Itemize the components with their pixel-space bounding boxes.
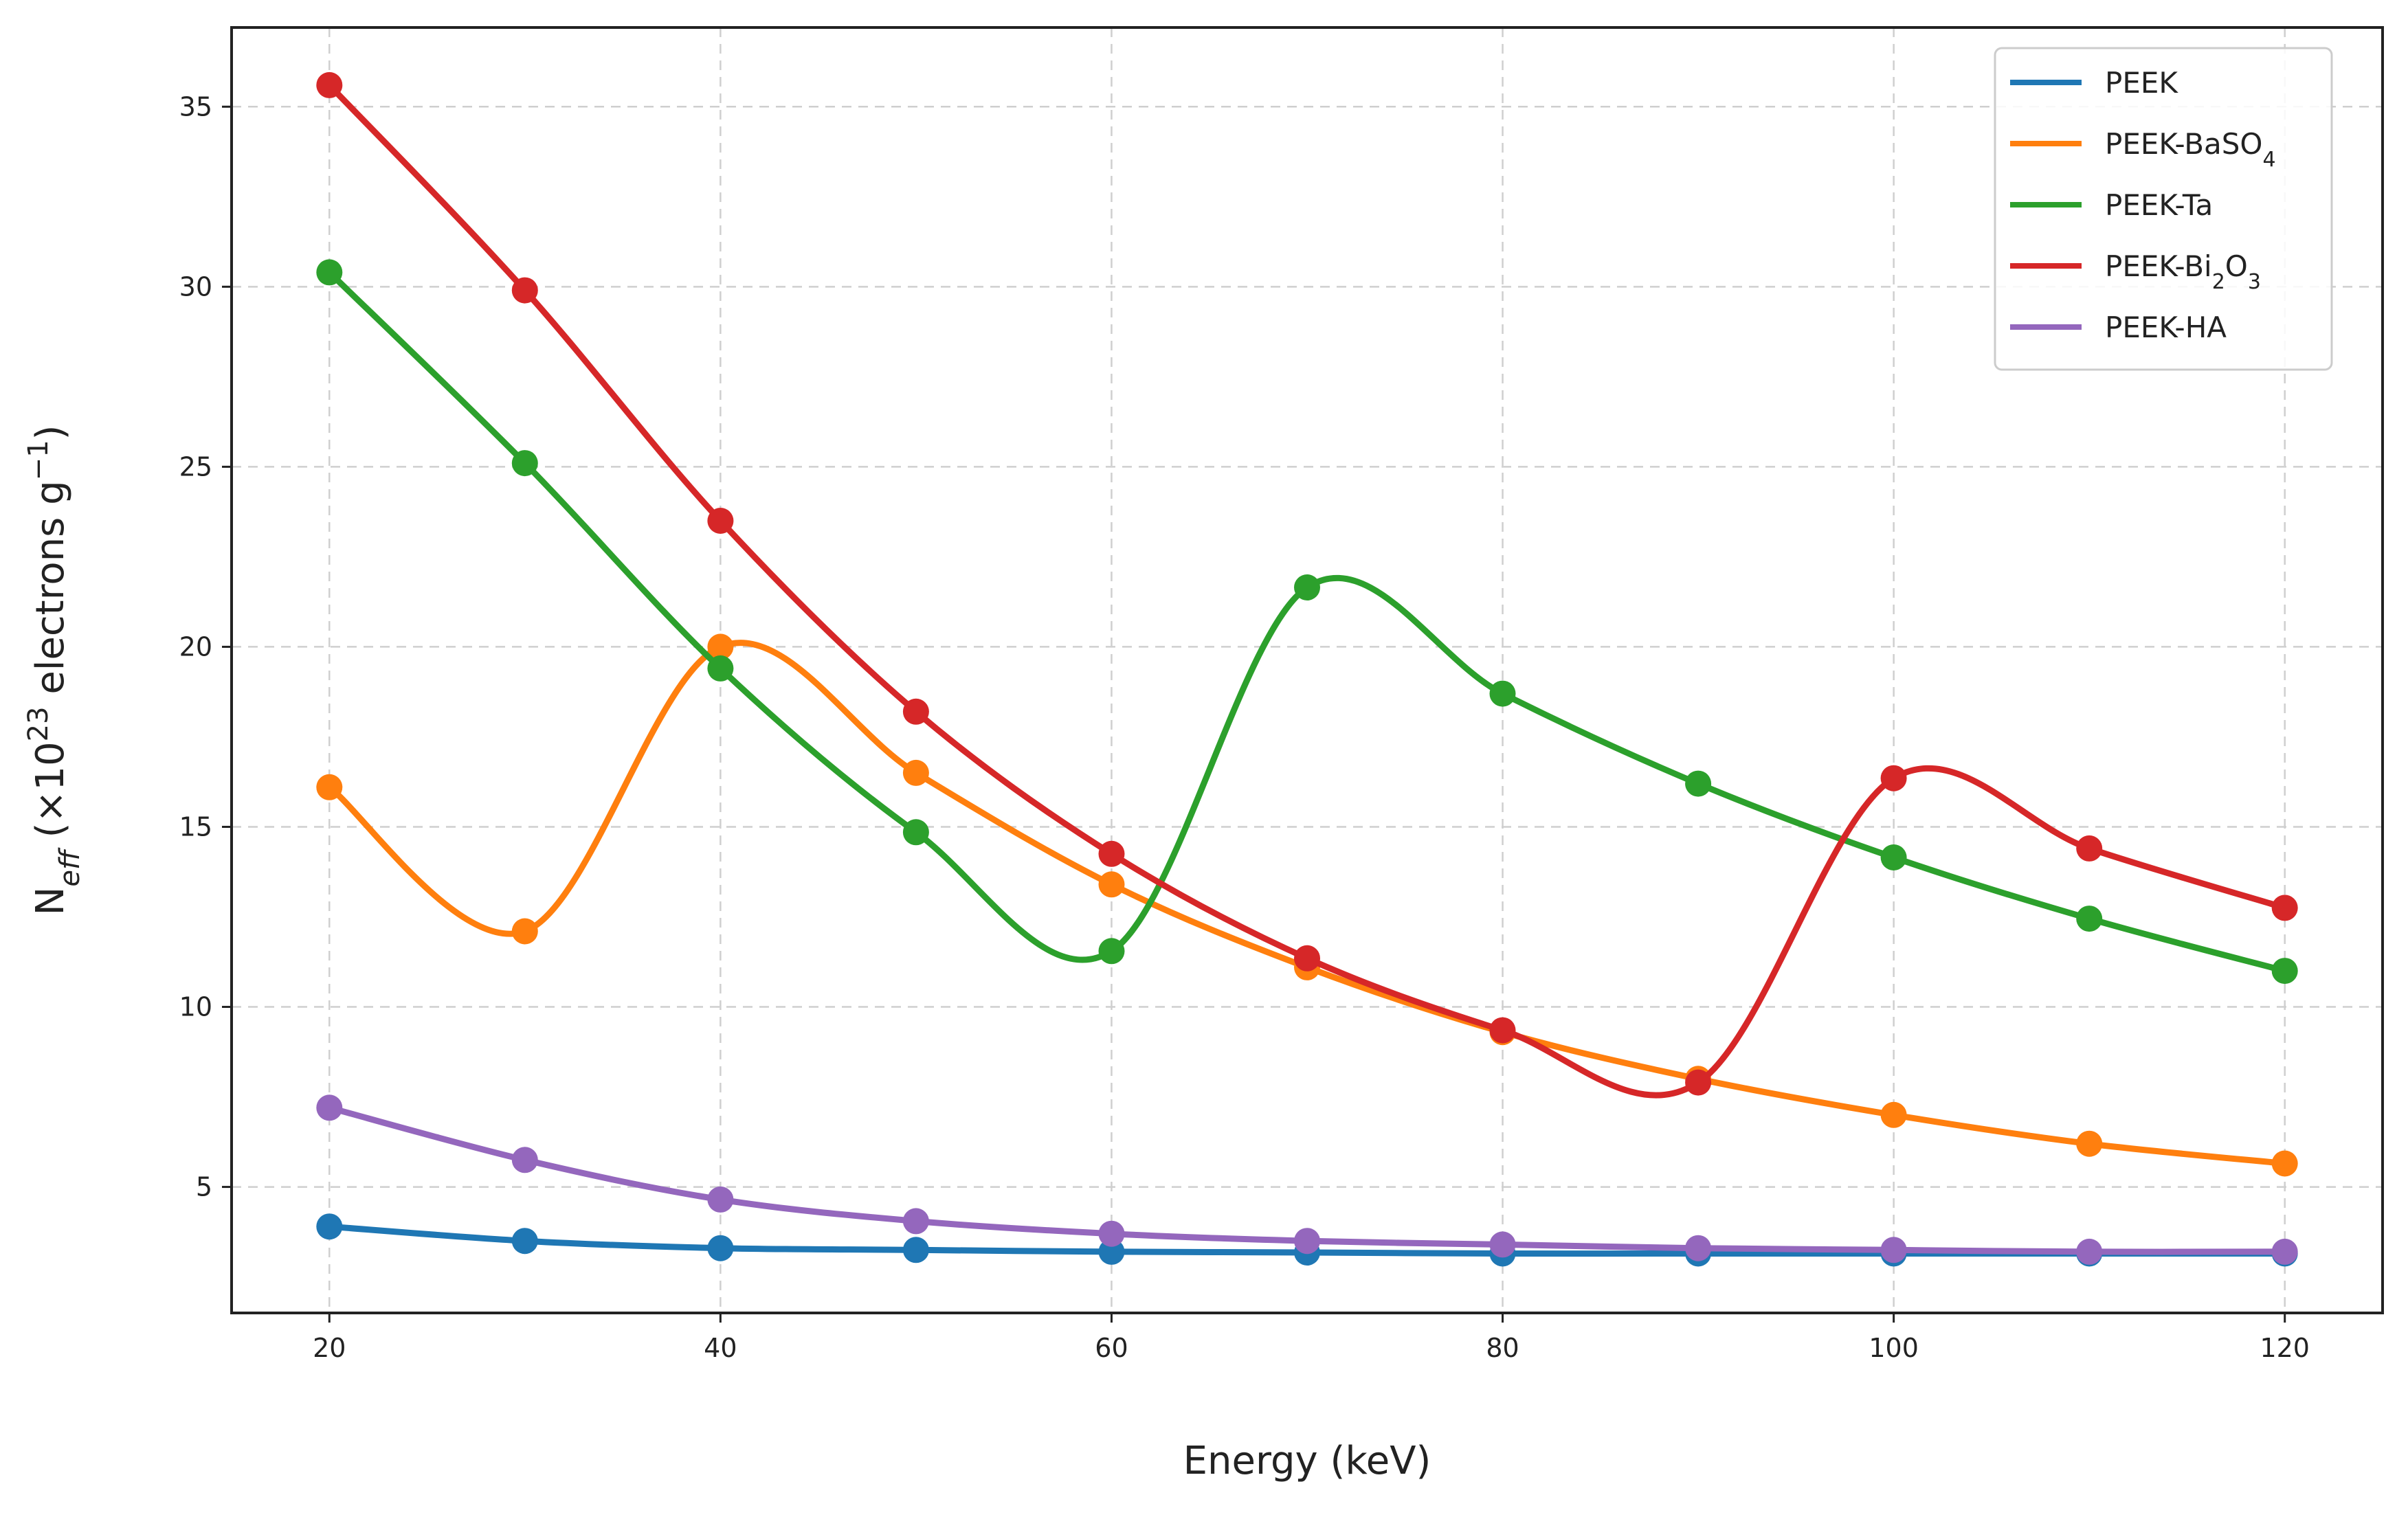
data-point-peek-ha bbox=[2076, 1238, 2103, 1265]
data-point-peek-bi2o3 bbox=[1294, 945, 1320, 971]
data-point-peek bbox=[511, 1228, 538, 1255]
data-point-peek-ta bbox=[1880, 844, 1907, 870]
ticks-layer: 20 40 60 80 100 120 5 10 15 20 25 30 35 bbox=[179, 91, 2310, 1363]
data-point-peek-bi2o3 bbox=[511, 277, 538, 304]
data-point-peek-baso4 bbox=[2076, 1130, 2103, 1157]
data-point-peek-baso4 bbox=[902, 759, 929, 786]
x-tick-label: 100 bbox=[1869, 1333, 1919, 1363]
data-point-peek bbox=[1098, 1238, 1125, 1265]
data-point-peek-ha bbox=[1685, 1235, 1712, 1261]
data-point-peek-ha bbox=[316, 1094, 343, 1121]
data-point-peek-ta bbox=[1685, 770, 1712, 797]
data-point-peek-baso4 bbox=[2271, 1150, 2298, 1177]
data-point-peek-ta bbox=[902, 819, 929, 846]
data-point-peek-ha bbox=[1880, 1237, 1907, 1263]
series-line-peek-ta bbox=[326, 269, 2288, 974]
y-tick-label: 10 bbox=[179, 992, 212, 1022]
data-point-peek-ha bbox=[2271, 1238, 2298, 1265]
data-point-peek-baso4 bbox=[511, 918, 538, 945]
legend-label-peek-baso4: PEEK-BaSO4 bbox=[2105, 127, 2276, 172]
data-point-peek-ta bbox=[316, 259, 343, 286]
data-point-peek-ta bbox=[707, 655, 734, 682]
data-point-peek-baso4 bbox=[316, 774, 343, 800]
data-point-peek-bi2o3 bbox=[316, 71, 343, 98]
legend-box bbox=[1994, 47, 2333, 371]
data-point-peek-bi2o3 bbox=[2076, 835, 2103, 862]
legend-label-peek-bi2o3: PEEK-Bi2O3 bbox=[2105, 249, 2261, 294]
x-tick-label: 20 bbox=[313, 1333, 346, 1363]
data-point-peek-ha bbox=[707, 1186, 734, 1213]
y-tick-label: 25 bbox=[179, 451, 212, 482]
data-point-peek-ha bbox=[1098, 1220, 1125, 1247]
x-tick-label: 60 bbox=[1095, 1333, 1128, 1363]
x-tick-label: 120 bbox=[2260, 1333, 2310, 1363]
data-point-peek bbox=[316, 1213, 343, 1240]
legend-label-peek-ha: PEEK-HA bbox=[2105, 311, 2227, 344]
data-point-peek-ta bbox=[1294, 574, 1320, 600]
data-point-peek-baso4 bbox=[707, 633, 734, 660]
y-tick-label: 30 bbox=[179, 271, 212, 302]
data-point-peek-baso4 bbox=[1880, 1101, 1907, 1128]
data-point-peek-bi2o3 bbox=[1685, 1069, 1712, 1096]
data-point-peek-ta bbox=[511, 450, 538, 477]
series-peek-baso4 bbox=[316, 633, 2298, 1177]
series-layer bbox=[316, 71, 2298, 1267]
legend-label-peek-ta: PEEK-Ta bbox=[2105, 188, 2213, 222]
data-point-peek-bi2o3 bbox=[902, 698, 929, 725]
x-axis-title: Energy (keV) bbox=[1183, 1439, 1431, 1483]
plot-frame bbox=[230, 26, 2384, 1314]
grid-layer bbox=[232, 27, 2383, 1313]
data-point-peek-ha bbox=[902, 1208, 929, 1235]
legend: PEEK PEEK-BaSO4 PEEK-Ta PEEK-Bi2O3 PEEK-HA bbox=[1994, 47, 2333, 371]
data-point-peek-ta bbox=[2271, 958, 2298, 985]
series-line-peek-baso4 bbox=[326, 640, 2288, 1167]
data-point-peek-bi2o3 bbox=[1489, 1017, 1516, 1044]
data-point-peek-bi2o3 bbox=[707, 508, 734, 534]
data-point-peek-baso4 bbox=[1098, 871, 1125, 898]
x-tick-label: 80 bbox=[1486, 1333, 1519, 1363]
y-tick-label: 5 bbox=[196, 1172, 212, 1202]
data-point-peek-ta bbox=[1489, 680, 1516, 707]
data-point-peek-ta bbox=[2076, 906, 2103, 932]
data-point-peek-bi2o3 bbox=[1098, 840, 1125, 867]
y-tick-label: 20 bbox=[179, 631, 212, 662]
data-point-peek-bi2o3 bbox=[2271, 895, 2298, 921]
data-point-peek-ha bbox=[1294, 1228, 1320, 1255]
y-tick-label: 15 bbox=[179, 811, 212, 842]
series-peek-ha bbox=[316, 1094, 2298, 1265]
series-peek-bi2o3 bbox=[316, 71, 2298, 1099]
legend-label-peek: PEEK bbox=[2105, 66, 2178, 100]
y-axis-title: Neff (×1023 electrons g−1) bbox=[23, 425, 86, 915]
data-point-peek-ha bbox=[511, 1147, 538, 1173]
series-peek-ta bbox=[316, 259, 2298, 985]
data-point-peek-ha bbox=[1489, 1231, 1516, 1258]
data-point-peek bbox=[902, 1237, 929, 1263]
data-point-peek-ta bbox=[1098, 938, 1125, 965]
y-tick-label: 35 bbox=[179, 91, 212, 122]
data-point-peek bbox=[707, 1235, 734, 1261]
data-point-peek-bi2o3 bbox=[1880, 765, 1907, 791]
x-tick-label: 40 bbox=[704, 1333, 737, 1363]
